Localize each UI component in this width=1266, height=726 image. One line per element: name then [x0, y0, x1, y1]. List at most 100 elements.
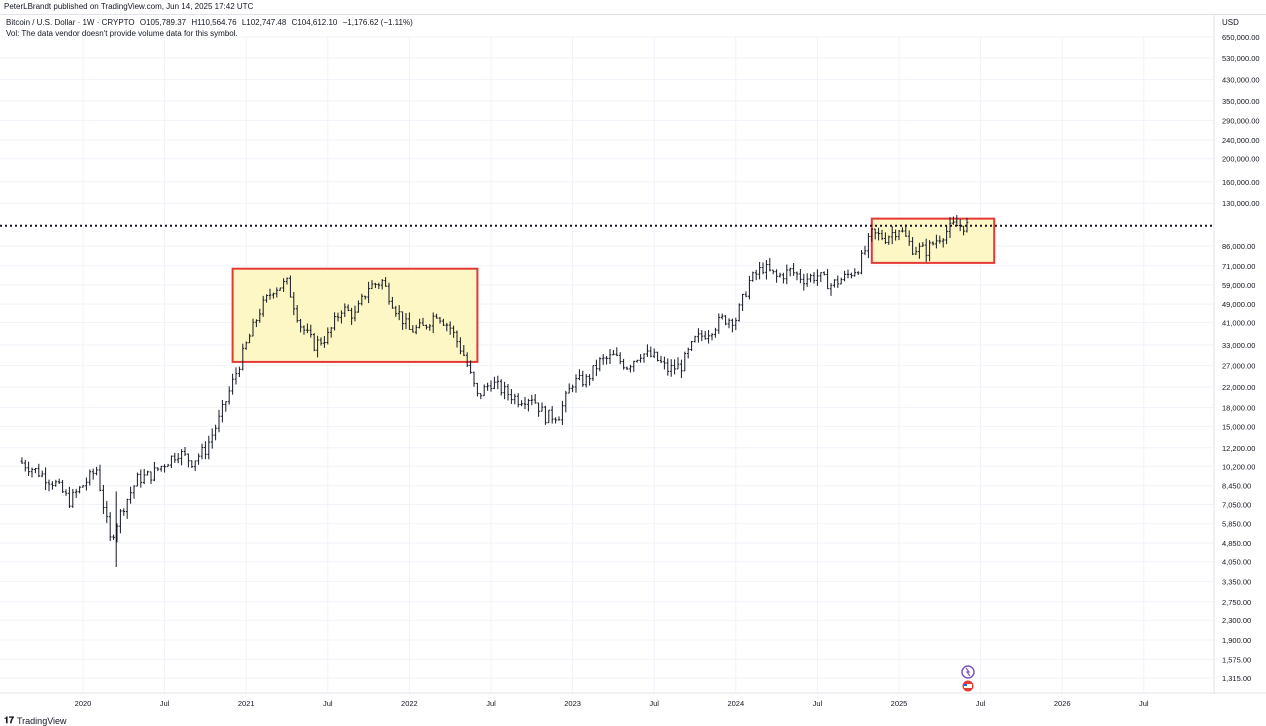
ohlc-bar: [312, 333, 316, 352]
time-tick-label: 2022: [401, 699, 418, 708]
ohlc-bar: [843, 270, 846, 282]
ohlc-bar: [693, 335, 697, 343]
ohlc-bar: [129, 486, 132, 504]
ohlc-bar: [782, 272, 785, 284]
ohlc-bar: [734, 317, 738, 331]
ohlc-bar: [278, 287, 282, 291]
price-tick-label: 7,050.00: [1222, 500, 1251, 509]
price-axis[interactable]: 1,315.00 1,575.00 1,900.00 2,300.00 2,750.00…: [1213, 14, 1266, 694]
ohlc-bar: [523, 397, 527, 409]
ohlc-bar: [265, 294, 268, 303]
ohlc-bar: [95, 466, 98, 476]
ohlc-bar: [938, 235, 942, 244]
ohlc-bar: [23, 459, 27, 472]
ohlc-open: O105,789.37: [139, 18, 187, 27]
price-tick-label: 10,200.00: [1222, 462, 1255, 471]
ohlc-bar: [744, 291, 748, 298]
currency-label[interactable]: USD: [1222, 18, 1239, 27]
ohlc-bar: [255, 319, 258, 328]
price-tick-label: 8,450.00: [1222, 482, 1251, 491]
symbol-name[interactable]: Bitcoin / U.S. Dollar · 1W · CRYPTO: [6, 18, 135, 27]
ohlc-bar: [663, 356, 666, 370]
ohlc-bar: [703, 330, 707, 340]
ohlc-bar: [690, 340, 693, 352]
ohlc-bar: [51, 481, 54, 490]
flag-icon[interactable]: [961, 679, 975, 693]
ohlc-bar: [778, 272, 782, 278]
ohlc-bar: [207, 435, 211, 460]
ohlc-bar: [132, 485, 136, 499]
ohlc-bar: [795, 271, 799, 281]
ohlc-bar: [625, 366, 629, 370]
annotation-rectangles[interactable]: [231, 217, 996, 363]
ohlc-bar: [231, 373, 234, 395]
ohlc-bar: [309, 324, 313, 338]
ohlc-bar: [221, 399, 224, 423]
ohlc-bar: [190, 460, 194, 469]
ohlc-bar: [887, 235, 891, 245]
ohlc-bar: [343, 303, 347, 318]
price-tick-label: 15,000.00: [1222, 422, 1255, 431]
ohlc-bar: [533, 394, 537, 404]
ohlc-bar: [391, 296, 394, 309]
ohlc-high: H110,564.76: [191, 18, 237, 27]
ohlc-bar: [822, 271, 826, 276]
ohlc-bar: [319, 337, 323, 346]
ohlc-bar: [187, 453, 190, 468]
ohlc-bar: [894, 229, 897, 241]
ohlc-bar: [224, 401, 228, 412]
tradingview-branding[interactable]: 𝟏𝟕 TradingView: [4, 715, 67, 726]
ohlc-bar: [595, 359, 598, 377]
ohlc-change: −1,176.62 (−1.11%): [342, 18, 413, 27]
ohlc-bar: [907, 230, 911, 246]
ohlc-bar: [173, 452, 177, 463]
ohlc-bar: [680, 359, 683, 379]
price-tick-label: 59,000.00: [1222, 281, 1255, 290]
ohlc-bar: [914, 246, 918, 255]
ohlc-bar: [676, 357, 680, 370]
ohlc-bar: [513, 393, 517, 405]
ohlc-bar: [306, 323, 309, 334]
ohlc-bar: [88, 469, 92, 486]
ohlc-bars: [20, 215, 969, 567]
chart-icons: [961, 665, 975, 693]
time-axis[interactable]: 2020 Jul 2021 Jul 2022 Jul 2023 Jul 2024 Jul 2025 J…: [0, 692, 1266, 708]
ohlc-bar: [785, 264, 789, 285]
price-tick-label: 650,000.00: [1222, 33, 1260, 42]
price-tick-label: 240,000.00: [1222, 136, 1260, 145]
ohlc-bar: [370, 280, 374, 290]
ohlc-bar: [414, 324, 418, 335]
ohlc-bar: [346, 304, 350, 312]
ohlc-bar: [248, 333, 251, 344]
ohlc-bar: [445, 322, 449, 332]
events-icon[interactable]: [961, 665, 975, 679]
ohlc-bar: [799, 268, 802, 284]
ohlc-bar: [282, 278, 285, 293]
ohlc-bar: [204, 441, 207, 460]
time-tick-label: 2026: [1054, 699, 1071, 708]
ohlc-bar: [431, 312, 435, 333]
ohlc-bar: [527, 398, 530, 412]
ohlc-bar: [924, 238, 928, 262]
ohlc-bar: [91, 468, 95, 480]
ohlc-bar: [159, 465, 163, 472]
ohlc-bar: [27, 461, 30, 477]
price-tick-label: 33,000.00: [1222, 341, 1255, 350]
ohlc-bar: [853, 268, 857, 277]
publisher-line: PeterLBrandt published on TradingView.co…: [4, 2, 254, 11]
ohlc-bar: [547, 409, 551, 424]
time-tick-label: Jul: [486, 699, 496, 708]
ohlc-bar: [768, 258, 772, 272]
ohlc-bar: [557, 416, 561, 421]
time-tick-label: Jul: [813, 699, 823, 708]
ohlc-bar: [911, 237, 914, 256]
ohlc-bar: [85, 477, 88, 491]
ohlc-bar: [710, 333, 714, 341]
ohlc-bar: [537, 402, 540, 417]
ohlc-bar: [442, 318, 445, 326]
ohlc-bar: [890, 226, 894, 245]
ohlc-bar: [180, 449, 183, 466]
ohlc-bar: [425, 324, 428, 330]
ohlc-bar: [510, 389, 513, 404]
